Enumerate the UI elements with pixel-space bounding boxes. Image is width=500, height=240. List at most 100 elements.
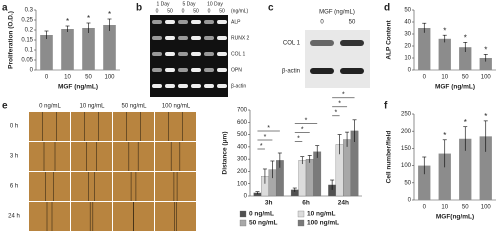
y-tick-label: 0: [30, 68, 34, 74]
bar: [459, 47, 472, 70]
bar: [298, 160, 307, 197]
row-label: 3 h: [10, 154, 18, 160]
y-tick-label: 0.1: [25, 48, 34, 54]
bar: [459, 138, 472, 200]
significance: *: [108, 10, 111, 19]
dose-label: 0: [208, 8, 211, 14]
panel-letter: a: [2, 3, 8, 14]
y-tick-label: 0: [408, 198, 412, 204]
wound-photo: [155, 112, 196, 141]
x-tick-label: 0: [45, 75, 49, 81]
row-label: 24 h: [8, 214, 20, 220]
x-tick-label: 3h: [265, 200, 273, 207]
wound-photo: [113, 112, 154, 141]
y-tick-label: 0.05: [21, 58, 33, 64]
y-tick-label: 50: [404, 8, 411, 14]
wound-photo: [155, 172, 196, 201]
band: [191, 36, 201, 40]
group-label: 5 Day: [182, 1, 196, 7]
significance: *: [264, 134, 267, 141]
band: [152, 84, 162, 88]
bar: [438, 38, 451, 70]
significance: *: [297, 135, 300, 142]
band-label: β-actin: [231, 83, 246, 89]
band: [152, 20, 162, 24]
x-tick-label: 100: [104, 75, 115, 81]
band: [204, 68, 214, 72]
band: [178, 36, 188, 40]
dose-label: 50: [167, 8, 173, 14]
significance: *: [464, 118, 467, 127]
band: [178, 20, 188, 24]
wound-photo: [113, 172, 154, 201]
dose-label: 50: [193, 8, 199, 14]
significance: *: [66, 17, 69, 26]
band: [217, 68, 227, 72]
significance: *: [260, 143, 263, 150]
group-label: 1 Day: [156, 1, 170, 7]
panel-letter: d: [384, 3, 390, 14]
y-tick-label: 0.2: [25, 28, 34, 34]
band-label: OPN: [231, 67, 242, 73]
significance: *: [464, 34, 467, 43]
x-tick-label: 0: [423, 75, 427, 81]
unit-label: (ng/mL): [231, 8, 249, 14]
band: [204, 52, 214, 56]
band: [217, 20, 227, 24]
gel: [150, 15, 228, 97]
dose-label: 0: [156, 8, 159, 14]
significance: *: [484, 46, 487, 55]
y-tick-label: 0.3: [25, 8, 34, 14]
wound-photo: [29, 112, 70, 141]
x-axis-title: MGF (ng/mL): [435, 84, 475, 91]
y-tick-label: 100: [401, 163, 412, 169]
band: [152, 36, 162, 40]
legend-label: 10 ng/mL: [307, 211, 336, 218]
bar: [438, 153, 451, 200]
significance: *: [267, 125, 270, 132]
figure: b c MGF (ng/mL) e 1 Day 5 Day 10 Day (ng/mL…: [2, 1, 496, 231]
significance: *: [301, 126, 304, 133]
bar: [479, 136, 492, 200]
band: [178, 84, 188, 88]
y-tick-label: 0.15: [21, 38, 33, 44]
bar: [305, 158, 314, 197]
band: [310, 40, 334, 46]
y-tick-label: 40: [404, 20, 411, 26]
wound-photo: [29, 172, 70, 201]
y-axis-title: Proliferation (O.D.): [8, 11, 15, 69]
band: [178, 52, 188, 56]
bar: [82, 28, 95, 70]
wound-e: e: [2, 101, 8, 112]
dose-label: 50: [219, 8, 225, 14]
x-tick-label: 10: [64, 75, 71, 81]
y-axis-title: ALP Content: [386, 20, 393, 60]
wound-photo: [113, 142, 154, 171]
band: [191, 68, 201, 72]
panel-letter: b: [136, 3, 142, 14]
legend-swatch: [239, 219, 247, 227]
y-axis-title: Cell number/field: [386, 131, 393, 184]
panel-letter: e: [2, 101, 8, 112]
band: [165, 36, 175, 40]
band: [191, 20, 201, 24]
significance: *: [443, 26, 446, 35]
band-label: RUNX 2: [231, 35, 250, 41]
band: [165, 84, 175, 88]
legend-swatch: [239, 210, 247, 218]
column-label: 10 ng/mL: [79, 104, 105, 110]
wound-photo: [29, 142, 70, 171]
wound-photo: [155, 142, 196, 171]
y-tick-label: 150: [401, 146, 412, 152]
y-tick-label: 20: [404, 44, 411, 50]
wound-photo: [155, 202, 196, 231]
y-tick-label: 200: [401, 129, 412, 135]
group-label: 10 Day: [207, 1, 223, 7]
significance: *: [87, 14, 90, 23]
x-axis-title: MGF (ng/mL): [58, 84, 98, 91]
legend-label: 100 ng/mL: [307, 220, 339, 227]
x-tick-label: 50: [85, 75, 92, 81]
y-tick-label: 0: [244, 194, 248, 200]
band: [152, 68, 162, 72]
y-tick-label: 200: [237, 169, 248, 175]
